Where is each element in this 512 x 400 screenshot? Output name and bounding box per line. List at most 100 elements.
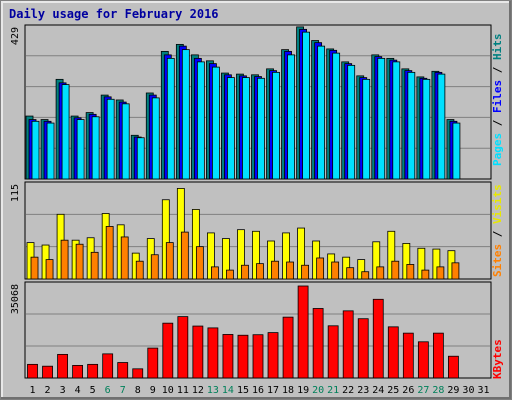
x-tick-label-day-8: 8: [135, 385, 141, 396]
top-bar-pages-day-4: [76, 119, 85, 180]
middle-bar-sites-day-26: [406, 264, 415, 280]
x-tick-label-day-9: 9: [150, 385, 156, 396]
top-bar-pages-day-10: [166, 57, 175, 180]
top-bar-pages-day-19: [302, 31, 310, 180]
middle-bar-sites-day-2: [45, 259, 54, 280]
top-legend: Pages / Files / Hits: [491, 34, 504, 167]
bottom-bar-kbytes-day-29: [448, 355, 459, 379]
middle-bar-visits-day-14: [222, 238, 230, 280]
middle-bar-visits-day-15: [237, 229, 245, 280]
bottom-bar-kbytes-day-1: [27, 363, 38, 379]
top-bar-pages-day-12: [196, 61, 205, 180]
middle-bar-sites-day-7: [120, 236, 129, 280]
top-bar-pages-day-17: [272, 71, 280, 180]
middle-bar-sites-day-4: [75, 243, 84, 280]
x-tick-label-day-5: 5: [90, 385, 96, 396]
middle-bar-visits-day-24: [372, 241, 381, 280]
x-tick-label-day-18: 18: [282, 385, 294, 396]
top-bar-pages-day-25: [392, 61, 401, 180]
middle-bar-visits-day-23: [357, 259, 366, 280]
top-bar-pages-day-24: [377, 57, 386, 180]
bottom-bar-kbytes-day-27: [417, 341, 429, 379]
x-tick-label-day-13: 13: [207, 385, 219, 396]
middle-bar-visits-day-26: [402, 243, 411, 280]
top-bar-pages-day-11: [181, 49, 190, 180]
middle-bar-sites-day-19: [301, 264, 309, 280]
x-tick-label-day-31: 31: [477, 385, 489, 396]
bottom-bar-kbytes-day-19: [297, 285, 309, 379]
top-bar-pages-day-5: [91, 116, 100, 180]
middle-bar-sites-day-1: [30, 256, 39, 280]
middle-bar-visits-day-17: [267, 240, 275, 280]
middle-bar-sites-day-6: [105, 226, 114, 280]
middle-bar-visits-day-25: [387, 230, 396, 280]
top-bar-pages-day-18: [287, 54, 295, 180]
x-tick-label-day-11: 11: [177, 385, 189, 396]
middle-bar-visits-day-28: [432, 248, 441, 280]
middle-bar-visits-day-12: [191, 209, 200, 280]
x-tick-label-day-7: 7: [120, 385, 126, 396]
middle-bar-sites-day-11: [180, 231, 189, 280]
bottom-bar-kbytes-day-12: [192, 325, 204, 379]
middle-bar-sites-day-17: [271, 260, 279, 280]
bottom-bar-kbytes-day-10: [162, 322, 174, 379]
x-tick-label-day-4: 4: [75, 385, 81, 396]
middle-bar-sites-day-22: [346, 267, 355, 280]
bottom-legend: KBytes: [491, 339, 504, 379]
middle-bar-sites-day-12: [195, 246, 204, 280]
legend-entry-hits: Hits: [491, 34, 504, 61]
middle-max-label: 115: [10, 184, 21, 202]
middle-bar-sites-day-29: [451, 262, 460, 280]
bottom-bar-kbytes-day-28: [432, 332, 444, 379]
top-bar-pages-day-1: [31, 120, 40, 180]
top-bar-pages-day-28: [437, 73, 446, 180]
middle-bar-sites-day-18: [286, 261, 294, 280]
bottom-bar-kbytes-day-6: [102, 353, 114, 379]
x-tick-label-day-24: 24: [372, 385, 384, 396]
x-tick-label-day-15: 15: [237, 385, 249, 396]
bottom-max-label: 35068: [10, 284, 21, 314]
legend-entry-kbytes: KBytes: [491, 339, 504, 379]
x-tick-label-day-23: 23: [357, 385, 369, 396]
x-tick-label-day-6: 6: [105, 385, 111, 396]
middle-bar-visits-day-16: [252, 230, 260, 280]
bottom-bar-kbytes-day-16: [252, 334, 264, 379]
top-bar-pages-day-26: [407, 71, 416, 180]
x-tick-label-day-12: 12: [192, 385, 204, 396]
x-tick-label-day-29: 29: [447, 385, 459, 396]
top-bar-pages-day-29: [452, 122, 461, 180]
x-tick-label-day-16: 16: [252, 385, 264, 396]
middle-bar-sites-day-3: [60, 239, 69, 280]
middle-bar-sites-day-25: [391, 260, 400, 280]
top-bar-pages-day-8: [136, 137, 145, 180]
middle-bar-visits-day-19: [297, 227, 305, 280]
x-tick-label-day-22: 22: [342, 385, 354, 396]
top-bar-pages-day-21: [332, 52, 341, 180]
middle-bar-sites-day-8: [135, 260, 144, 280]
bottom-bar-kbytes-day-13: [207, 327, 219, 379]
legend-separator: /: [491, 60, 504, 80]
top-bar-pages-day-2: [46, 122, 55, 180]
bottom-bar-kbytes-day-9: [147, 347, 159, 379]
legend-separator: /: [491, 113, 504, 133]
x-tick-label-day-30: 30: [462, 385, 474, 396]
x-tick-label-day-3: 3: [60, 385, 66, 396]
x-tick-label-day-28: 28: [432, 385, 444, 396]
bottom-bar-kbytes-day-25: [387, 326, 399, 379]
top-bar-pages-day-22: [347, 64, 356, 180]
middle-bar-sites-day-13: [211, 266, 219, 280]
x-tick-label-day-10: 10: [162, 385, 174, 396]
top-bar-pages-day-6: [106, 98, 115, 180]
bottom-bar-kbytes-day-20: [312, 308, 324, 379]
middle-bar-sites-day-9: [150, 254, 159, 280]
x-tick-label-day-25: 25: [387, 385, 399, 396]
middle-bar-sites-day-20: [316, 257, 325, 280]
bottom-bar-kbytes-day-22: [342, 310, 354, 379]
bottom-bar-kbytes-day-11: [177, 316, 189, 379]
legend-entry-sites: Sites: [491, 244, 504, 277]
top-bar-pages-day-27: [422, 78, 431, 180]
top-bar-pages-day-14: [227, 77, 235, 180]
bottom-bar-kbytes-day-21: [327, 325, 339, 379]
top-bar-pages-day-23: [362, 78, 371, 180]
